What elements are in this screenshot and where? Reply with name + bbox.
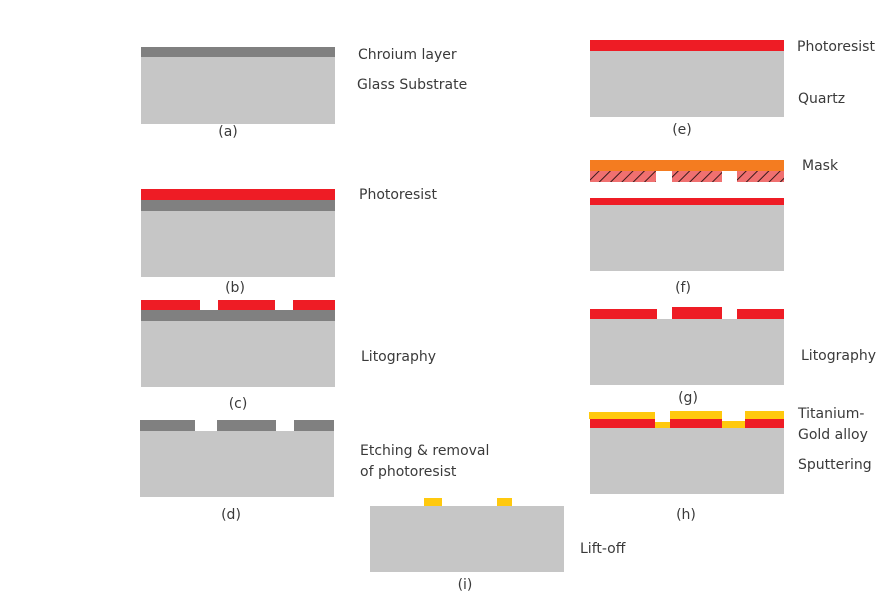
chromium-layer <box>141 310 335 321</box>
caption-g: (g) <box>678 390 698 406</box>
photoresist-pattern <box>590 419 655 428</box>
mask-pattern <box>590 171 656 182</box>
quartz-substrate <box>590 205 784 271</box>
photoresist-layer <box>590 198 784 205</box>
caption-h: (h) <box>676 507 696 523</box>
gold-on-photoresist <box>589 412 655 419</box>
step-f: Mask (f) <box>590 158 839 296</box>
chromium-layer <box>141 200 335 211</box>
caption-c: (c) <box>229 396 248 412</box>
glass-substrate <box>141 321 335 387</box>
photoresist-pattern <box>670 419 722 428</box>
caption-a: (a) <box>218 124 238 140</box>
label-etching: Etching & removal <box>360 443 489 459</box>
photoresist-layer <box>590 40 784 51</box>
step-g: Litography (g) <box>590 307 876 406</box>
photoresist-pattern <box>672 307 722 319</box>
caption-i: (i) <box>458 577 473 593</box>
label-mask: Mask <box>802 158 839 174</box>
gold-on-photoresist <box>670 411 722 419</box>
label-gold-alloy: Gold alloy <box>798 427 868 443</box>
caption-e: (e) <box>672 122 692 138</box>
step-c: Litography (c) <box>141 300 436 412</box>
photoresist-pattern <box>293 300 335 310</box>
label-chromium-layer: Chroium layer <box>358 47 457 63</box>
photoresist-pattern <box>141 300 200 310</box>
gold-on-photoresist <box>745 411 784 419</box>
chromium-layer <box>141 47 335 57</box>
step-a: Chroium layer Glass Substrate (a) <box>141 47 467 140</box>
quartz-substrate <box>370 506 564 572</box>
caption-f: (f) <box>675 280 691 296</box>
photoresist-pattern <box>590 309 657 319</box>
chromium-pattern <box>217 420 276 431</box>
gold-electrode <box>497 498 512 506</box>
mask-top <box>590 160 784 171</box>
step-e: Photoresist Quartz (e) <box>590 39 875 138</box>
quartz-substrate <box>590 319 784 385</box>
quartz-substrate <box>590 51 784 117</box>
gold-electrode <box>424 498 442 506</box>
step-i: Lift-off (i) <box>370 498 626 593</box>
label-lift-off: Lift-off <box>580 541 626 557</box>
label-photoresist: Photoresist <box>359 187 437 203</box>
photoresist-layer <box>141 189 335 200</box>
gold-in-gap <box>722 421 745 428</box>
mask-pattern <box>737 171 784 182</box>
caption-b: (b) <box>225 280 245 296</box>
label-litography: Litography <box>801 348 876 364</box>
label-litography: Litography <box>361 349 436 365</box>
step-h: Titanium- Gold alloy Sputtering (h) <box>589 406 872 523</box>
quartz-substrate <box>590 428 784 494</box>
label-sputtering: Sputtering <box>798 457 872 473</box>
caption-d: (d) <box>221 507 241 523</box>
step-d: Etching & removal of photoresist (d) <box>140 420 489 523</box>
glass-substrate <box>141 57 335 124</box>
label-removal-of-photoresist: of photoresist <box>360 464 457 480</box>
gold-in-gap <box>655 422 670 428</box>
chromium-pattern <box>140 420 195 431</box>
chromium-pattern <box>294 420 334 431</box>
label-glass-substrate: Glass Substrate <box>357 77 467 93</box>
photoresist-pattern <box>737 309 784 319</box>
glass-substrate <box>141 211 335 277</box>
photoresist-pattern <box>745 419 784 428</box>
label-quartz: Quartz <box>798 91 845 107</box>
label-photoresist: Photoresist <box>797 39 875 55</box>
mask-pattern <box>672 171 722 182</box>
photoresist-pattern <box>218 300 275 310</box>
step-b: Photoresist (b) <box>141 187 437 296</box>
label-titanium: Titanium- <box>797 406 864 422</box>
glass-substrate <box>140 431 334 497</box>
